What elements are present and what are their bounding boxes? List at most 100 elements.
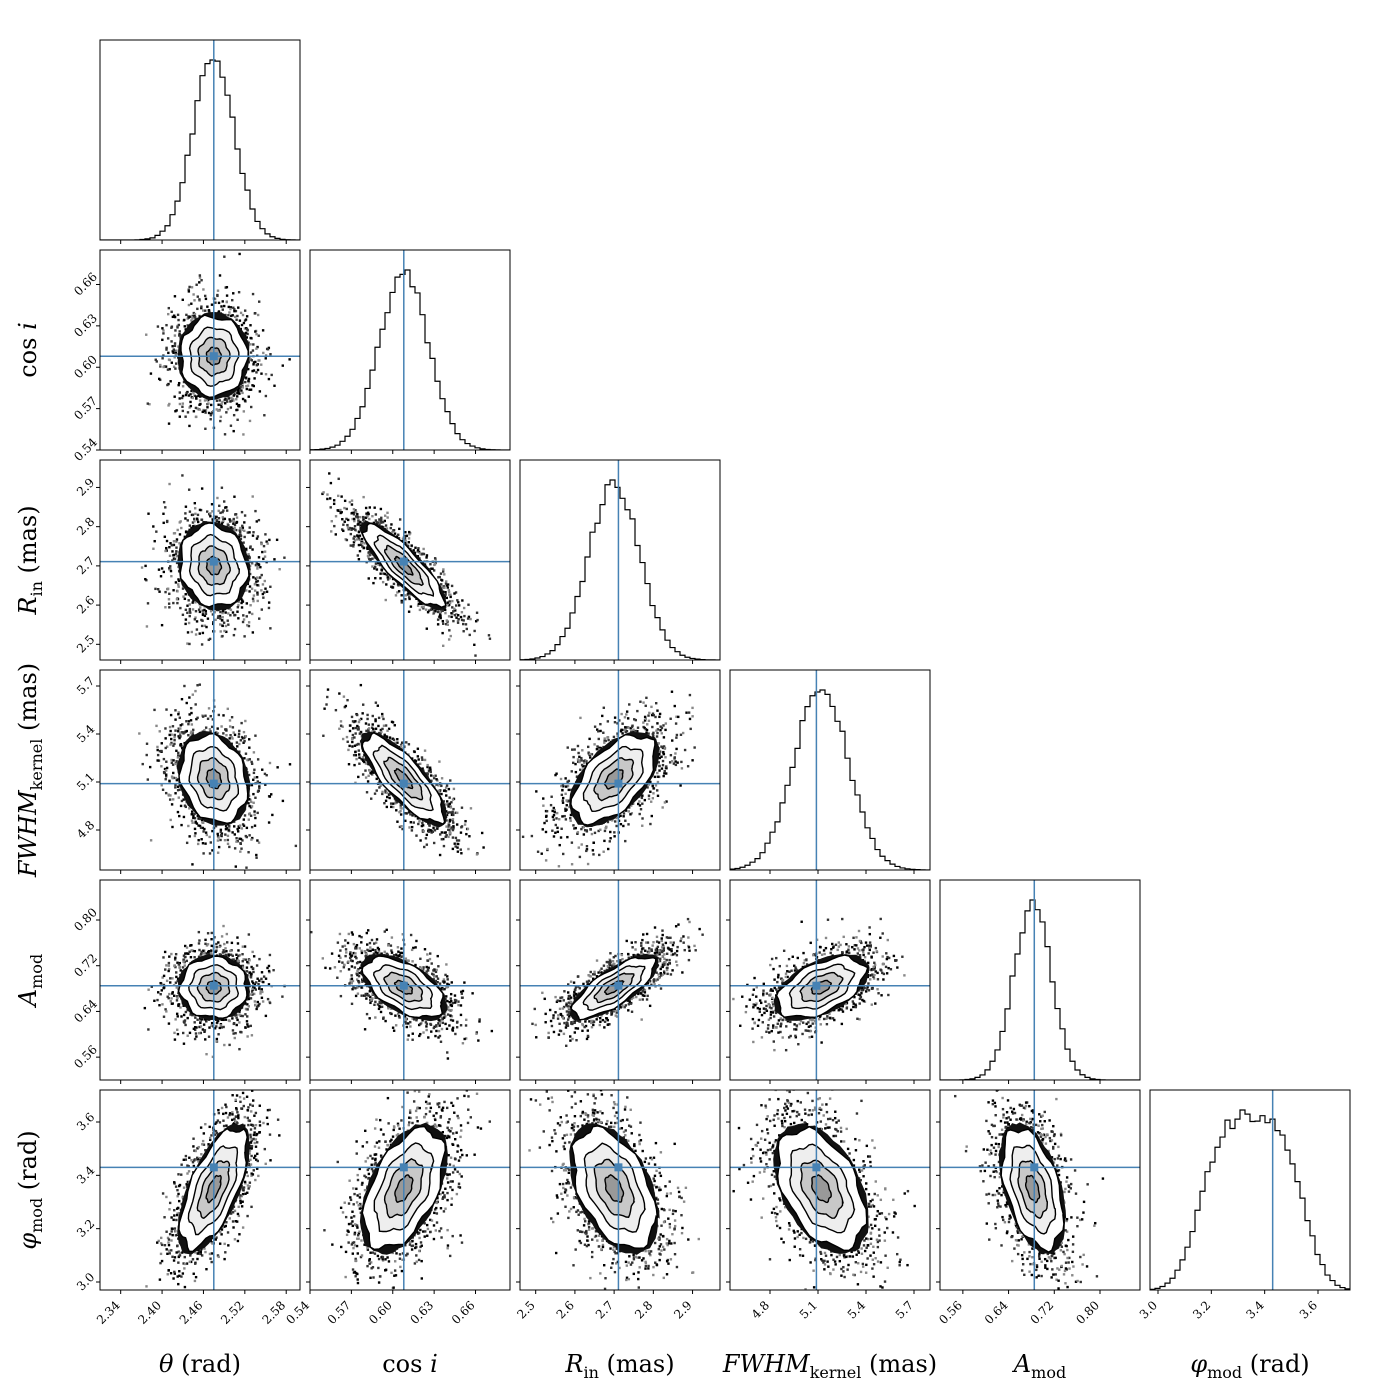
sample-point — [868, 941, 872, 944]
sample-point — [204, 1038, 207, 1041]
sample-point — [218, 945, 221, 949]
sample-point — [178, 542, 181, 545]
sample-point — [182, 1004, 185, 1007]
sample-point — [177, 754, 180, 757]
sample-point — [647, 794, 651, 797]
sample-point — [349, 532, 353, 536]
sample-point — [386, 578, 390, 581]
sample-point — [176, 326, 179, 329]
sample-point — [368, 506, 372, 509]
sample-point — [598, 969, 602, 972]
sample-point — [251, 612, 254, 616]
sample-point — [257, 982, 260, 986]
sample-point — [613, 962, 616, 966]
sample-point — [586, 1034, 590, 1038]
sample-point — [333, 524, 336, 528]
sample-point — [156, 998, 159, 1002]
sample-point — [643, 994, 646, 998]
sample-point — [585, 844, 589, 848]
sample-point — [242, 1186, 246, 1189]
sample-point — [608, 1023, 611, 1026]
sample-point — [448, 1024, 451, 1027]
sample-point — [833, 1008, 836, 1012]
sample-point — [613, 721, 617, 724]
sample-point — [544, 1012, 547, 1016]
sample-point — [161, 357, 164, 360]
sample-point — [775, 1025, 778, 1029]
sample-point — [174, 776, 178, 780]
sample-point — [597, 829, 600, 833]
sample-point — [373, 792, 377, 795]
sample-point — [593, 970, 596, 974]
sample-point — [581, 1029, 584, 1033]
sample-point — [610, 965, 614, 968]
sample-point — [249, 997, 253, 1000]
sample-point — [369, 1154, 372, 1158]
sample-point — [662, 774, 665, 778]
sample-point — [603, 1026, 606, 1029]
sample-point — [194, 820, 197, 823]
sample-point — [344, 1275, 347, 1279]
sample-point — [176, 788, 180, 792]
sample-point — [641, 817, 644, 820]
sample-point — [380, 952, 383, 955]
sample-point — [565, 1023, 568, 1027]
sample-point — [478, 1018, 481, 1021]
sample-point — [253, 824, 257, 827]
sample-point — [169, 713, 173, 717]
sample-point — [161, 1192, 165, 1195]
sample-point — [229, 307, 232, 311]
sample-point — [864, 941, 868, 944]
panel-frame — [309, 879, 511, 1081]
sample-point — [549, 1019, 553, 1023]
sample-point — [200, 518, 203, 521]
sample-point — [167, 1269, 170, 1272]
sample-point — [175, 1218, 178, 1222]
sample-point — [161, 1003, 164, 1006]
sample-point — [340, 510, 343, 514]
sample-point — [574, 992, 578, 996]
sample-point — [341, 945, 344, 948]
sample-point — [358, 718, 361, 722]
sample-point — [167, 793, 170, 796]
sample-point — [768, 1004, 772, 1007]
sample-point — [238, 526, 242, 530]
sample-point — [869, 974, 872, 977]
sample-point — [404, 1022, 408, 1025]
sample-point — [451, 1028, 454, 1031]
sample-point — [196, 295, 199, 298]
sample-point — [374, 996, 377, 999]
sample-point — [209, 841, 213, 844]
sample-point — [177, 1199, 181, 1203]
histogram-panel-rin — [519, 459, 721, 661]
sample-point — [243, 327, 247, 330]
sample-point — [374, 562, 378, 565]
sample-point — [239, 842, 243, 846]
sample-point — [366, 780, 370, 783]
sample-point — [768, 1031, 771, 1034]
sample-point — [244, 752, 248, 755]
sample-point — [256, 811, 259, 815]
sample-point — [249, 800, 253, 804]
sample-point — [614, 820, 617, 823]
sample-point — [569, 816, 572, 820]
sample-point — [618, 719, 621, 722]
sample-point — [837, 941, 841, 944]
sample-point — [173, 738, 176, 742]
sample-point — [450, 1008, 453, 1012]
sample-point — [221, 516, 225, 519]
sample-point — [370, 1167, 374, 1171]
sample-point — [233, 825, 236, 828]
sample-point — [189, 400, 192, 404]
sample-point — [422, 552, 426, 556]
sample-point — [222, 732, 225, 735]
sample-point — [357, 530, 361, 534]
sample-point — [218, 409, 221, 412]
sample-point — [432, 612, 435, 615]
sample-point — [352, 753, 356, 757]
sample-point — [166, 587, 170, 590]
sample-point — [186, 1172, 189, 1175]
sample-point — [238, 1095, 242, 1099]
sample-point — [219, 1230, 222, 1234]
sample-point — [369, 1276, 372, 1279]
